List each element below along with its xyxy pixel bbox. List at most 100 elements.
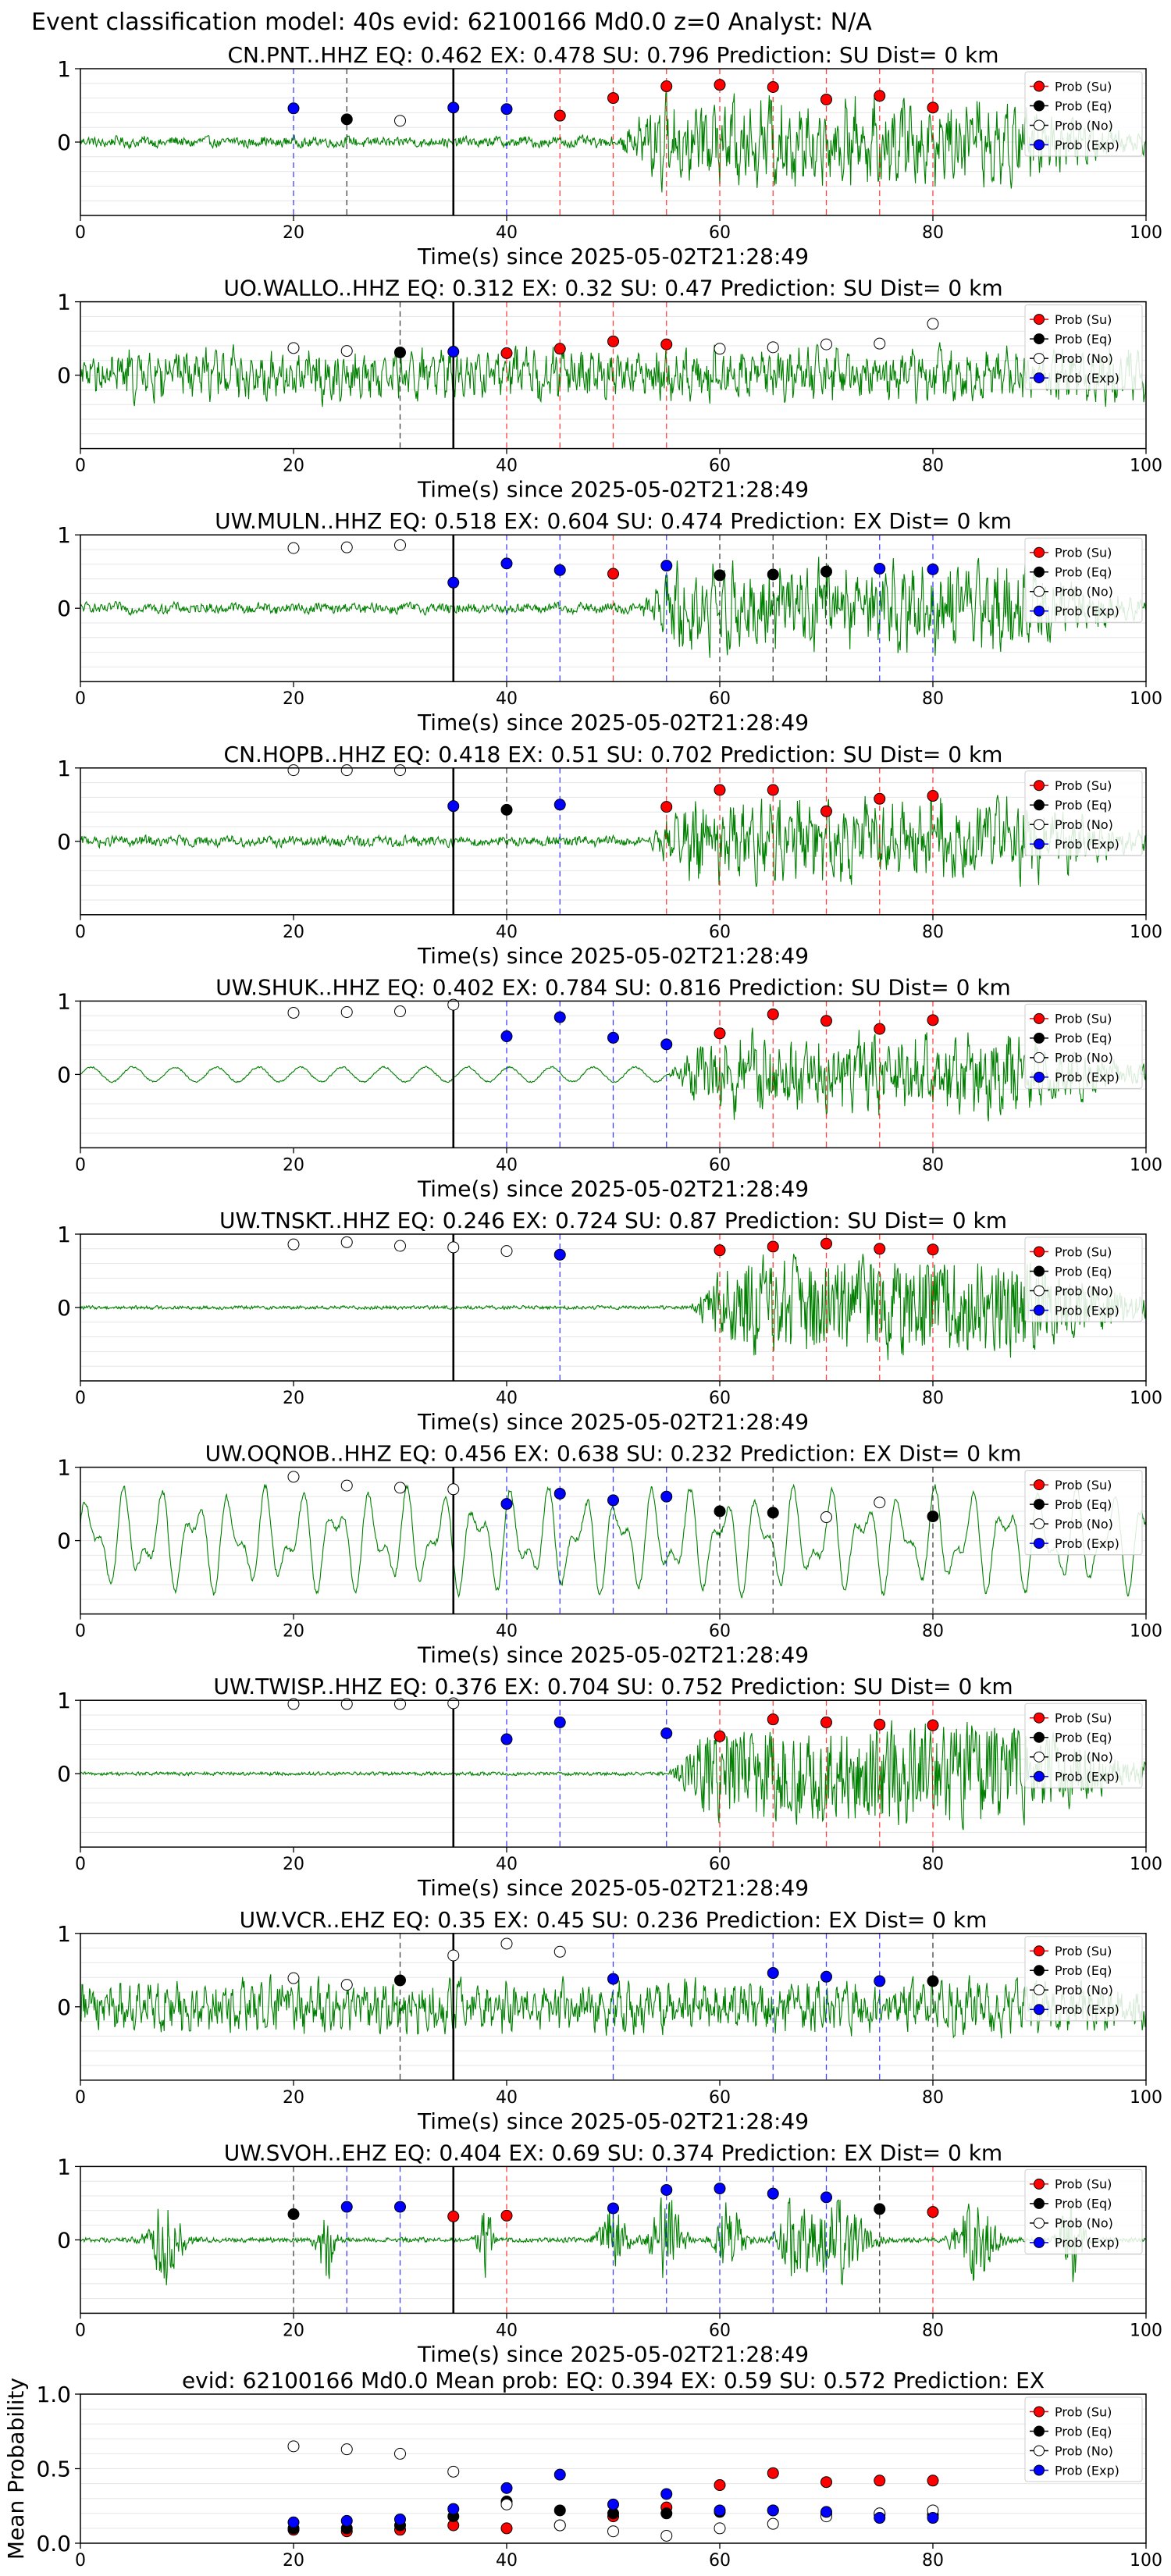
prob-marker-exp (874, 562, 886, 575)
mean-marker-exp (767, 2504, 779, 2517)
legend-label-su: Prob (Su) (1055, 79, 1112, 94)
mean-marker-no (553, 2519, 566, 2532)
x-axis-label: Time(s) since 2025-05-02T21:28:49 (417, 943, 809, 969)
y-tick-label: 1 (57, 756, 71, 781)
x-tick-label: 100 (1130, 1622, 1162, 1642)
legend-marker-eq (1034, 2197, 1045, 2209)
prob-marker-no (287, 1471, 300, 1483)
prob-marker-su (607, 92, 619, 105)
y-tick-label: 1 (57, 2154, 71, 2179)
prob-marker-exp (553, 564, 566, 576)
legend-label-eq: Prob (Eq) (1055, 1963, 1112, 1978)
prob-marker-exp (553, 1487, 566, 1500)
station-panel: 0 20 40 60 80 100 0 1 Prob (Su) Prob (Eq) Prob (No… (57, 1907, 1162, 2134)
legend-label-eq: Prob (Eq) (1055, 1031, 1112, 1046)
prob-marker-eq (340, 113, 353, 126)
mean-marker-su (874, 2475, 886, 2487)
mean-marker-exp (553, 2468, 566, 2481)
panel-title: UW.SVOH..EHZ EQ: 0.404 EX: 0.69 SU: 0.37… (224, 2140, 1002, 2165)
x-tick-label: 0 (75, 689, 86, 709)
x-tick-label: 60 (709, 1855, 731, 1874)
legend-box (1024, 2396, 1143, 2482)
mean-marker-su (927, 2475, 939, 2487)
mean-marker-no (660, 2529, 673, 2542)
prob-marker-eq (927, 1975, 939, 1987)
x-tick-label: 100 (1130, 2088, 1162, 2108)
x-tick-label: 80 (922, 223, 944, 243)
x-tick-label: 20 (283, 1389, 304, 1408)
legend-box (1024, 1003, 1143, 1089)
prob-marker-eq (500, 803, 513, 816)
legend-label-su: Prob (Su) (1055, 2177, 1112, 2192)
plot-area (80, 767, 1146, 915)
mean-marker-exp (714, 2504, 726, 2517)
prob-marker-eq (394, 1974, 406, 1987)
legend-label-exp: Prob (Exp) (1055, 2463, 1119, 2478)
prob-marker-exp (553, 799, 566, 811)
prob-marker-su (927, 1014, 939, 1026)
x-tick-label: 40 (496, 1855, 518, 1874)
station-panel: 0 20 40 60 80 100 0 1 Prob (Su) Prob (Eq) Prob (No… (57, 1208, 1162, 1435)
x-tick-label: 40 (496, 923, 518, 942)
station-panel: 0 20 40 60 80 100 0 1 Prob (Su) Prob (Eq) Prob (No… (57, 2140, 1162, 2367)
y-tick-label: 1 (57, 1921, 71, 1947)
y-tick-label: 0.0 (36, 2531, 71, 2556)
panel-title: UO.WALLO..HHZ EQ: 0.312 EX: 0.32 SU: 0.4… (223, 276, 1002, 301)
x-axis-label: Time(s) since 2025-05-02T21:28:49 (417, 1875, 809, 1901)
x-tick-label: 80 (922, 457, 944, 476)
x-tick-label: 100 (1130, 2321, 1162, 2340)
legend-marker-exp (1034, 605, 1045, 617)
x-axis-label: Time(s) since 2025-05-02T21:28:49 (417, 477, 809, 503)
x-axis-label: Time(s) since 2025-05-02T21:28:49 (417, 2108, 809, 2134)
legend-label-eq: Prob (Eq) (1055, 1497, 1112, 1512)
x-tick-label: 60 (709, 689, 731, 709)
panel-title: UW.TNSKT..HHZ EQ: 0.246 EX: 0.724 SU: 0.… (219, 1208, 1007, 1233)
legend-label-no: Prob (No) (1055, 118, 1113, 133)
y-tick-label: 1 (57, 988, 71, 1014)
legend-label-exp: Prob (Exp) (1055, 837, 1119, 852)
prob-marker-exp (660, 2183, 673, 2196)
x-tick-label: 20 (283, 923, 304, 942)
station-panel: 0 20 40 60 80 100 0 1 Prob (Su) Prob (Eq) Prob (No… (57, 974, 1162, 1201)
axes-frame (80, 2165, 1147, 2314)
panel-title: UW.SHUK..HHZ EQ: 0.402 EX: 0.784 SU: 0.8… (215, 974, 1011, 1000)
legend-marker-no (1034, 2445, 1045, 2457)
y-tick-label: 1 (57, 1455, 71, 1481)
x-tick-label: 20 (283, 2088, 304, 2108)
legend-marker-eq (1034, 2425, 1045, 2437)
legend-marker-eq (1034, 1499, 1045, 1510)
x-tick-label: 20 (283, 2551, 304, 2571)
mean-marker-eq (660, 2507, 673, 2520)
axes-frame (80, 767, 1147, 916)
legend-marker-eq (1034, 566, 1045, 578)
panel-title: CN.PNT..HHZ EQ: 0.462 EX: 0.478 SU: 0.79… (227, 42, 998, 68)
x-tick-label: 40 (496, 457, 518, 476)
x-tick-label: 20 (283, 1622, 304, 1642)
y-tick-label: 0 (57, 1994, 71, 2020)
prob-marker-su (820, 1015, 832, 1027)
x-tick-label: 0 (75, 1622, 86, 1642)
x-tick-label: 0 (75, 2088, 86, 2108)
x-tick-label: 80 (922, 923, 944, 942)
y-tick-label: 0 (57, 2227, 71, 2253)
mean-marker-no (447, 2465, 460, 2478)
legend-label-su: Prob (Su) (1055, 1012, 1112, 1026)
legend-label-no: Prob (No) (1055, 351, 1113, 366)
x-tick-label: 40 (496, 2321, 518, 2340)
mean-marker-exp (660, 2488, 673, 2500)
prob-marker-no (394, 1698, 406, 1710)
prob-marker-su (820, 805, 832, 817)
x-tick-label: 80 (922, 2551, 944, 2571)
prob-marker-no (927, 318, 939, 330)
legend-box (1024, 1470, 1143, 1556)
waveform-trace (80, 1027, 1146, 1122)
mean-marker-exp (340, 2514, 353, 2527)
mean-marker-exp (927, 2512, 939, 2524)
mean-marker-su (714, 2479, 726, 2492)
prob-marker-su (874, 1718, 886, 1731)
prob-marker-exp (447, 800, 460, 813)
prob-marker-no (447, 1483, 460, 1496)
legend-label-su: Prob (Su) (1055, 2404, 1112, 2419)
legend-box (1024, 2169, 1143, 2254)
legend-label-eq: Prob (Eq) (1055, 1264, 1112, 1279)
